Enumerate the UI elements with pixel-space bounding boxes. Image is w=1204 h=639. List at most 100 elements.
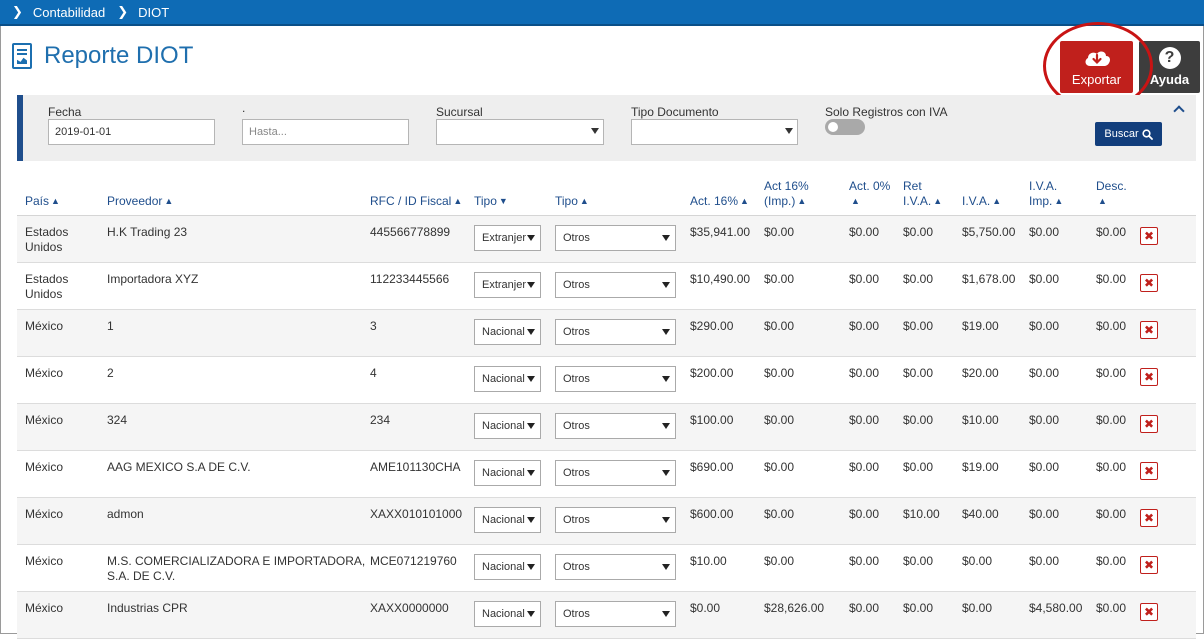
cell-iva-imp: $4,580.00 — [1029, 601, 1083, 615]
tipo-tercero-select[interactable]: Extranjero — [474, 272, 541, 298]
tipo-tercero-value: Nacional — [482, 420, 525, 432]
chevron-up-icon[interactable] — [1173, 105, 1185, 117]
tipo-operacion-value: Otros — [563, 232, 590, 244]
delete-row-button[interactable]: ✖ — [1140, 274, 1158, 292]
cell-iva: $5,750.00 — [962, 225, 1016, 239]
solo-iva-toggle[interactable] — [825, 119, 865, 135]
cell-ret-iva: $0.00 — [903, 554, 934, 568]
caret-down-icon — [527, 423, 535, 429]
tipo-tercero-value: Nacional — [482, 326, 525, 338]
tipo-operacion-select[interactable]: Otros — [555, 413, 676, 439]
tipo-tercero-value: Extranjero — [482, 279, 526, 291]
close-icon: ✖ — [1143, 464, 1155, 478]
tipo-tercero-select[interactable]: Nacional — [474, 413, 541, 439]
filter-panel: Fecha 2019-01-01 . Hasta... Sucursal Tip… — [17, 95, 1196, 161]
column-header-rfc[interactable]: RFC / ID Fiscal ▲︎ — [370, 193, 463, 208]
tipo-operacion-value: Otros — [563, 467, 590, 479]
column-header-iva-imp[interactable]: I.V.A. Imp. ▲︎ — [1029, 178, 1064, 208]
tipo-tercero-select[interactable]: Nacional — [474, 319, 541, 345]
cell-pais: México — [25, 366, 64, 380]
table-row: México AAG MEXICO S.A DE C.V. AME101130CHA… — [17, 451, 1196, 498]
column-header-act0[interactable]: Act. 0% ▲︎ — [849, 179, 890, 209]
close-icon: ✖ — [1143, 605, 1155, 619]
caret-down-icon — [591, 128, 599, 134]
breadcrumb-item-contabilidad[interactable]: Contabilidad — [32, 4, 106, 20]
delete-row-button[interactable]: ✖ — [1140, 556, 1158, 574]
tipo-operacion-select[interactable]: Otros — [555, 272, 676, 298]
cell-pais: Estados Unidos — [25, 272, 69, 301]
tipo-tercero-select[interactable]: Nacional — [474, 554, 541, 580]
tipo-tercero-select[interactable]: Nacional — [474, 507, 541, 533]
tipo-operacion-select[interactable]: Otros — [555, 460, 676, 486]
breadcrumb: ❯ Contabilidad ❯ DIOT — [0, 0, 1204, 26]
tipo-operacion-select[interactable]: Otros — [555, 225, 676, 251]
column-header-tipo-active[interactable]: Tipo ▼︎ — [474, 193, 508, 208]
cell-iva: $1,678.00 — [962, 272, 1016, 286]
cell-proveedor: 1 — [107, 319, 114, 333]
column-header-tipo-operacion[interactable]: Tipo ▲︎ — [555, 193, 589, 208]
tipo-operacion-value: Otros — [563, 608, 590, 620]
column-header-iva[interactable]: I.V.A. ▲︎ — [962, 193, 1002, 208]
tipo-tercero-select[interactable]: Nacional — [474, 366, 541, 392]
cell-act0: $0.00 — [849, 413, 880, 427]
cell-act16-imp: $0.00 — [764, 554, 795, 568]
tipo-tercero-select[interactable]: Nacional — [474, 460, 541, 486]
delete-row-button[interactable]: ✖ — [1140, 321, 1158, 339]
column-header-pais[interactable]: País ▲︎ — [25, 193, 60, 208]
caret-down-icon — [527, 611, 535, 617]
help-button[interactable]: ? Ayuda — [1139, 41, 1200, 93]
delete-row-button[interactable]: ✖ — [1140, 509, 1158, 527]
cell-act16: $10.00 — [690, 554, 727, 568]
cell-pais: México — [25, 554, 64, 568]
cell-ret-iva: $0.00 — [903, 272, 934, 286]
report-icon — [12, 43, 32, 69]
cell-act0: $0.00 — [849, 554, 880, 568]
export-label: Exportar — [1071, 71, 1122, 87]
cell-iva-imp: $0.00 — [1029, 319, 1060, 333]
cell-proveedor: Industrias CPR — [107, 601, 188, 615]
cell-act0: $0.00 — [849, 319, 880, 333]
delete-row-button[interactable]: ✖ — [1140, 415, 1158, 433]
column-header-desc[interactable]: Desc. ▲︎ — [1096, 179, 1127, 209]
tipo-tercero-select[interactable]: Extranjero — [474, 225, 541, 251]
hasta-label: . — [242, 101, 246, 115]
sort-icon: ▲︎ — [453, 196, 463, 206]
column-header-ret-iva[interactable]: Ret I.V.A. ▲︎ — [903, 178, 943, 208]
sucursal-select[interactable] — [436, 119, 604, 145]
export-button[interactable]: Exportar — [1060, 41, 1133, 93]
cell-iva: $20.00 — [962, 366, 999, 380]
tipo-tercero-select[interactable]: Nacional — [474, 601, 541, 627]
solo-iva-label: Solo Registros con IVA — [825, 105, 948, 119]
tipo-operacion-select[interactable]: Otros — [555, 601, 676, 627]
tipo-documento-label: Tipo Documento — [631, 105, 719, 119]
tipo-operacion-select[interactable]: Otros — [555, 507, 676, 533]
tipo-tercero-value: Nacional — [482, 467, 525, 479]
delete-row-button[interactable]: ✖ — [1140, 462, 1158, 480]
close-icon: ✖ — [1143, 558, 1155, 572]
column-header-proveedor[interactable]: Proveedor ▲︎ — [107, 193, 174, 208]
tipo-operacion-value: Otros — [563, 561, 590, 573]
breadcrumb-item-diot[interactable]: DIOT — [138, 4, 170, 20]
tipo-operacion-select[interactable]: Otros — [555, 366, 676, 392]
search-button[interactable]: Buscar — [1095, 122, 1162, 146]
cell-act16: $10,490.00 — [690, 272, 751, 286]
fecha-input[interactable]: 2019-01-01 — [48, 119, 215, 145]
tipo-tercero-value: Nacional — [482, 608, 525, 620]
delete-row-button[interactable]: ✖ — [1140, 603, 1158, 621]
sort-desc-icon: ▼︎ — [498, 196, 508, 206]
column-header-act16[interactable]: Act. 16% ▲︎ — [690, 193, 749, 208]
caret-down-icon — [527, 517, 535, 523]
tipo-documento-select[interactable] — [631, 119, 798, 145]
search-icon — [1142, 128, 1153, 140]
delete-row-button[interactable]: ✖ — [1140, 227, 1158, 245]
cell-act16: $200.00 — [690, 366, 734, 380]
cell-iva-imp: $0.00 — [1029, 225, 1060, 239]
table-row: Estados Unidos H.K Trading 23 445566778899 E… — [17, 216, 1196, 263]
tipo-operacion-select[interactable]: Otros — [555, 554, 676, 580]
hasta-input[interactable]: Hasta... — [242, 119, 409, 145]
delete-row-button[interactable]: ✖ — [1140, 368, 1158, 386]
cell-rfc: 112233445566 — [370, 272, 450, 286]
column-header-act16-imp[interactable]: Act 16% (Imp.) ▲︎ — [764, 178, 809, 208]
cell-act0: $0.00 — [849, 507, 880, 521]
tipo-operacion-select[interactable]: Otros — [555, 319, 676, 345]
